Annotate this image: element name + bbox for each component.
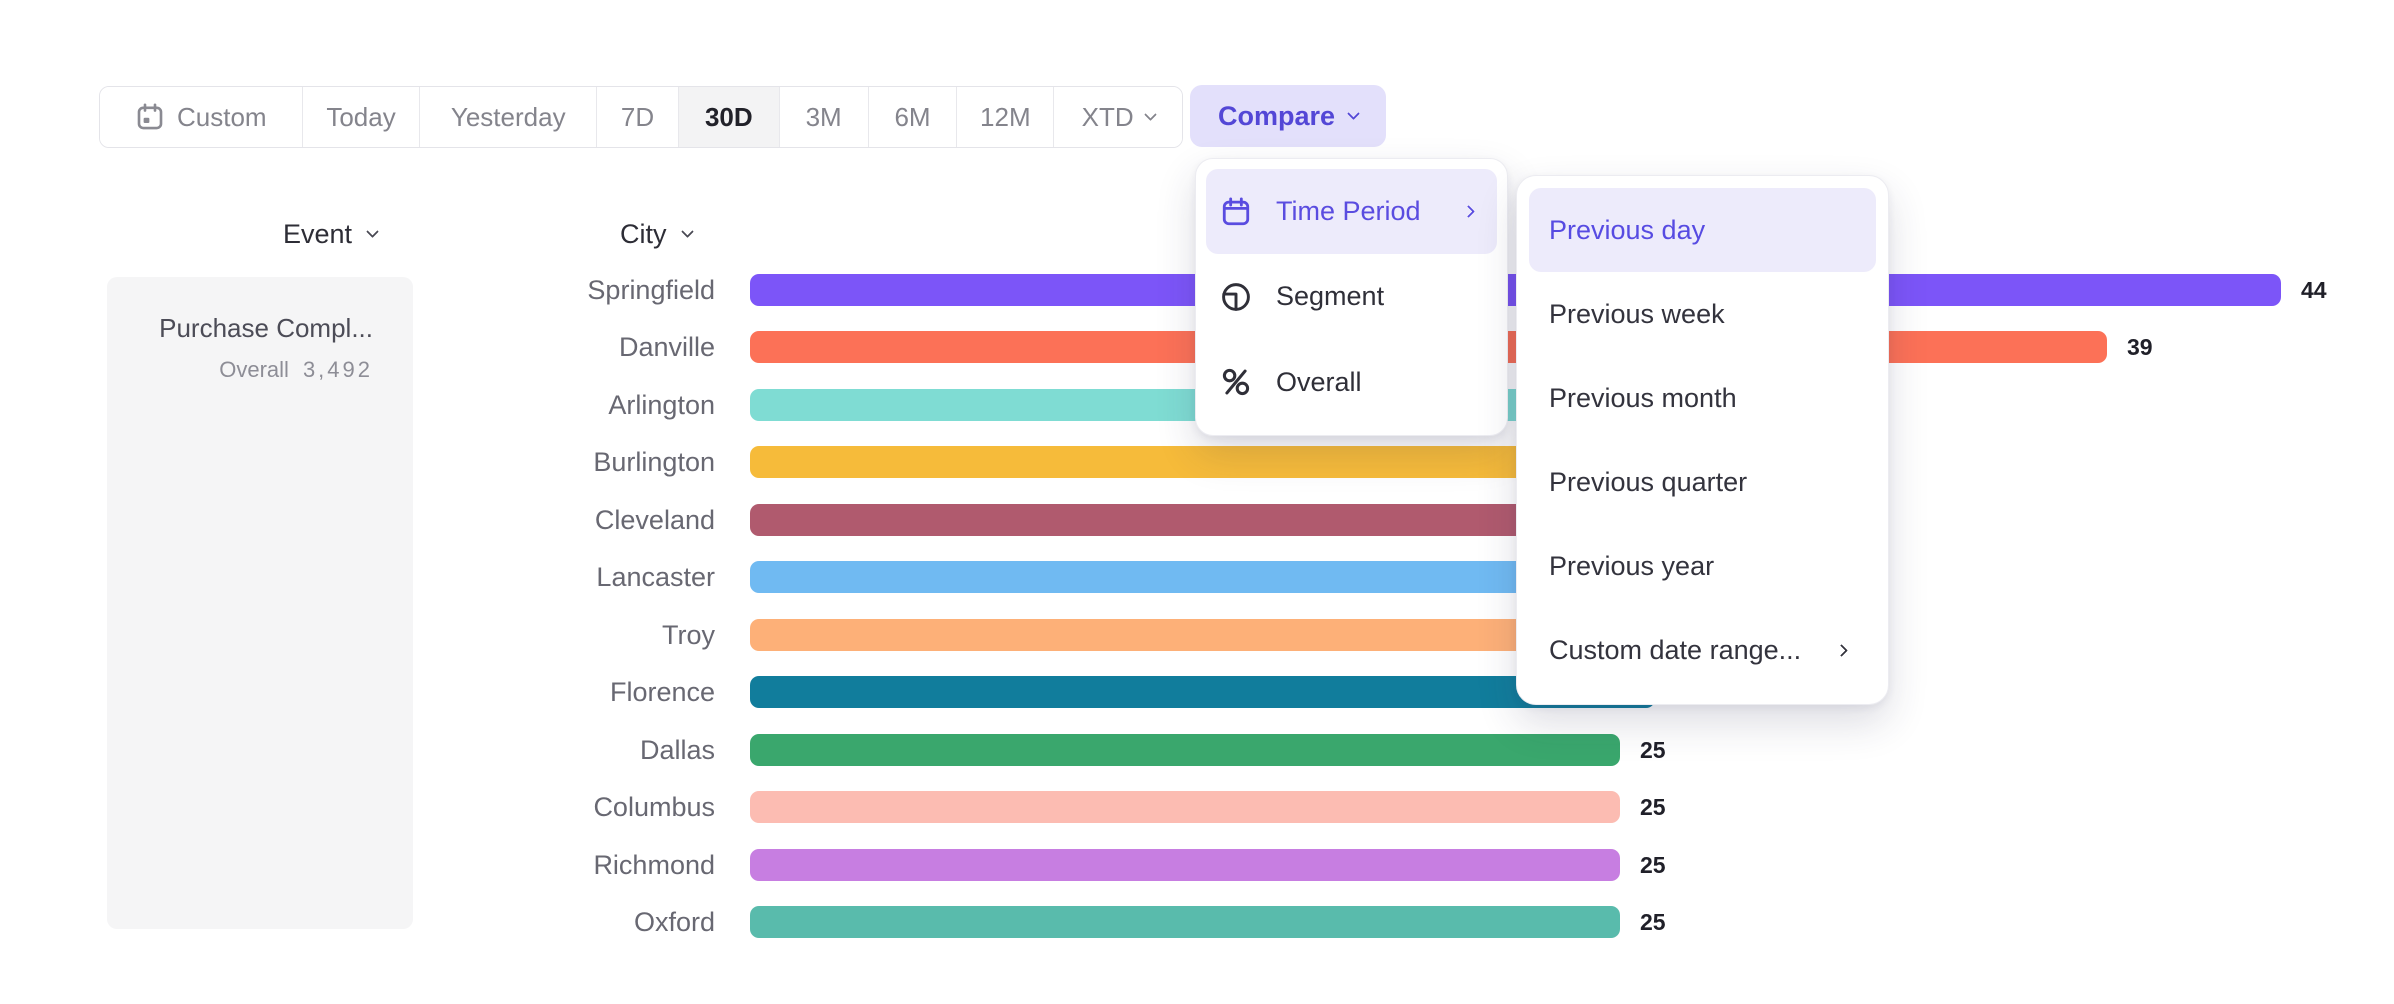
bar-value-columbus: 25 (1640, 794, 1666, 820)
bar-label-richmond: Richmond (593, 850, 715, 880)
bar-value-springfield: 44 (2301, 277, 2327, 303)
chevron-down-icon (1143, 107, 1157, 121)
bar-value-dallas: 25 (1640, 737, 1666, 763)
date-range-label: Custom (177, 101, 267, 132)
event-header-label: Event (283, 219, 353, 249)
bar-label-florence: Florence (609, 677, 715, 707)
bar-label-columbus: Columbus (593, 792, 715, 822)
event-row-card[interactable]: Purchase Compl... Overall 3,492 (107, 277, 413, 929)
submenu-item-previous-week[interactable]: Previous week (1529, 272, 1876, 356)
submenu-item-previous-month[interactable]: Previous month (1529, 356, 1876, 440)
bar-label-troy: Troy (662, 620, 715, 650)
submenu-item-label: Custom date range... (1549, 634, 1802, 665)
bar-label-springfield: Springfield (587, 275, 715, 305)
chevron-right-icon (1835, 643, 1848, 657)
bar-oxford[interactable] (750, 906, 1620, 938)
calendar-icon (135, 102, 165, 132)
bar-label-burlington: Burlington (593, 447, 715, 477)
menu-item-label: Overall (1276, 366, 1362, 397)
chevron-down-icon (1347, 106, 1360, 120)
date-range-toolbar: Custom Today Yesterday 7D 30D 3M 6M 12M XTD (99, 86, 1183, 148)
compare-menu-item-overall[interactable]: Overall (1206, 340, 1497, 425)
submenu-item-label: Previous day (1549, 214, 1706, 245)
time-period-submenu: Previous day Previous week Previous month P… (1516, 175, 1889, 705)
date-range-6m[interactable]: 6M (867, 87, 957, 147)
date-range-xtd[interactable]: XTD (1053, 87, 1182, 147)
date-range-yesterday[interactable]: Yesterday (419, 87, 597, 147)
chevron-right-icon (1462, 205, 1475, 219)
overall-label: Overall (219, 357, 289, 382)
segment-icon (1220, 281, 1252, 313)
bar-label-arlington: Arlington (608, 390, 715, 420)
bar-label-danville: Danville (618, 332, 715, 362)
date-range-label: XTD (1081, 101, 1134, 132)
date-range-label: 30D (704, 101, 753, 132)
bar-troy[interactable] (750, 619, 1655, 651)
date-range-label: Yesterday (450, 101, 566, 132)
date-range-custom[interactable]: Custom (100, 87, 302, 147)
date-range-label: 12M (980, 101, 1031, 132)
date-range-label: 6M (894, 101, 931, 132)
bar-label-oxford: Oxford (633, 907, 715, 937)
compare-menu-item-time-period[interactable]: Time Period (1206, 169, 1497, 255)
menu-item-label: Segment (1276, 281, 1385, 312)
city-header-label: City (620, 219, 667, 249)
compare-button-label: Compare (1217, 100, 1336, 131)
bar-value-richmond: 25 (1640, 852, 1666, 878)
submenu-item-previous-quarter[interactable]: Previous quarter (1529, 440, 1876, 524)
date-range-label: 7D (620, 101, 655, 132)
date-range-today[interactable]: Today (301, 87, 420, 147)
submenu-item-label: Previous week (1549, 298, 1725, 329)
date-range-label: 3M (805, 101, 842, 132)
bar-label-lancaster: Lancaster (596, 562, 715, 592)
bar-label-dallas: Dallas (639, 735, 715, 765)
compare-dropdown-menu: Time Period Segment Overall (1195, 158, 1508, 436)
calendar-icon (1220, 196, 1252, 228)
event-name: Purchase Compl... (159, 313, 373, 343)
submenu-item-custom-date-range-[interactable]: Custom date range... (1529, 608, 1876, 692)
overall-value: 3,492 (302, 357, 373, 382)
submenu-item-label: Previous month (1549, 382, 1737, 413)
bar-columbus[interactable] (750, 791, 1620, 823)
compare-menu-item-segment[interactable]: Segment (1206, 254, 1497, 339)
city-column-header[interactable]: City (620, 219, 694, 250)
date-range-3m[interactable]: 3M (778, 87, 868, 147)
date-range-30d[interactable]: 30D (677, 87, 779, 147)
submenu-item-label: Previous quarter (1549, 466, 1748, 497)
percent-icon (1220, 366, 1252, 398)
submenu-item-previous-day[interactable]: Previous day (1529, 188, 1876, 272)
bar-value-danville: 39 (2127, 334, 2153, 360)
bar-richmond[interactable] (750, 849, 1620, 881)
date-range-label: Today (326, 101, 396, 132)
bar-value-oxford: 25 (1640, 909, 1666, 935)
submenu-item-label: Previous year (1549, 550, 1715, 581)
bar-florence[interactable] (750, 676, 1655, 708)
bar-dallas[interactable] (750, 734, 1620, 766)
compare-button[interactable]: Compare (1190, 85, 1386, 147)
bar-springfield[interactable] (750, 274, 2281, 306)
bar-label-cleveland: Cleveland (594, 505, 715, 535)
submenu-item-previous-year[interactable]: Previous year (1529, 524, 1876, 608)
menu-item-label: Time Period (1276, 196, 1421, 227)
event-column-header[interactable]: Event (283, 219, 379, 250)
date-range-12m[interactable]: 12M (956, 87, 1054, 147)
event-overall: Overall 3,492 (219, 357, 373, 383)
date-range-7d[interactable]: 7D (596, 87, 678, 147)
